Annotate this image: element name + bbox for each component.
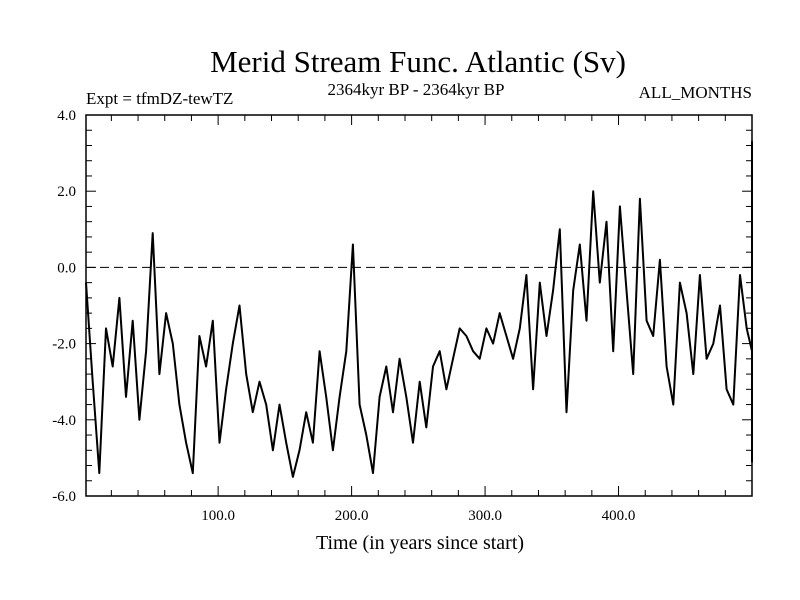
y-tick-label: -6.0 xyxy=(52,489,76,505)
y-tick-label: -2.0 xyxy=(52,337,76,353)
time-range-label: 2364kyr BP - 2364kyr BP xyxy=(328,80,505,99)
experiment-label: Expt = tfmDZ-tewTZ xyxy=(86,89,233,108)
x-tick-label: 200.0 xyxy=(335,508,369,524)
x-tick-label: 300.0 xyxy=(468,508,502,524)
x-tick-label: 400.0 xyxy=(602,508,636,524)
y-tick-label: 0.0 xyxy=(57,260,76,276)
y-tick-label: 4.0 xyxy=(57,108,76,124)
y-tick-label: -4.0 xyxy=(52,413,76,429)
x-axis-label: Time (in years since start) xyxy=(316,532,524,554)
y-tick-label: 2.0 xyxy=(57,184,76,200)
tick-labels: 100.0 200.0 300.0 400.0 -6.0 -4.0 -2.0 0.0 2.0 4.… xyxy=(52,108,635,524)
series-line xyxy=(85,140,753,478)
x-tick-label: 100.0 xyxy=(201,508,235,524)
months-label: ALL_MONTHS xyxy=(639,83,752,102)
chart-title: Merid Stream Func. Atlantic (Sv) xyxy=(210,44,626,79)
